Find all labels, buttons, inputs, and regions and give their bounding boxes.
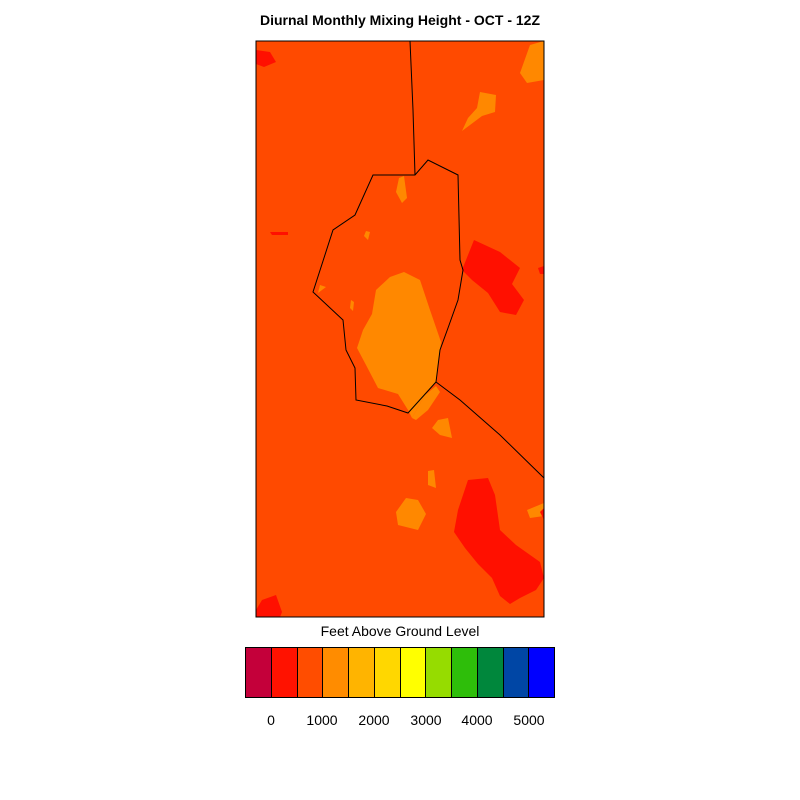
legend-swatch bbox=[452, 648, 478, 697]
color-legend bbox=[245, 647, 555, 698]
legend-swatch bbox=[400, 648, 427, 697]
legend-swatch bbox=[529, 648, 554, 697]
legend-tick-label: 4000 bbox=[461, 712, 493, 728]
legend-swatch bbox=[503, 648, 530, 697]
contour-red bbox=[256, 50, 544, 617]
legend-swatch bbox=[349, 648, 375, 697]
legend-tick-label: 5000 bbox=[513, 712, 545, 728]
legend-swatch bbox=[477, 648, 504, 697]
legend-tick-label: 3000 bbox=[410, 712, 442, 728]
legend-title: Feet Above Ground Level bbox=[320, 623, 480, 639]
legend-swatch bbox=[374, 648, 401, 697]
legend-swatch bbox=[246, 648, 272, 697]
legend-swatch bbox=[271, 648, 298, 697]
contour-orange bbox=[318, 41, 544, 530]
legend-swatch bbox=[323, 648, 349, 697]
legend-tick-label: 1000 bbox=[306, 712, 338, 728]
county-boundaries bbox=[312, 40, 545, 479]
map-title: Diurnal Monthly Mixing Height - OCT - 12… bbox=[260, 12, 540, 28]
legend-tick-label: 0 bbox=[267, 712, 275, 728]
map-frame bbox=[255, 40, 545, 618]
legend-tick-label: 2000 bbox=[358, 712, 390, 728]
legend-swatch bbox=[297, 648, 324, 697]
legend-swatch bbox=[426, 648, 452, 697]
